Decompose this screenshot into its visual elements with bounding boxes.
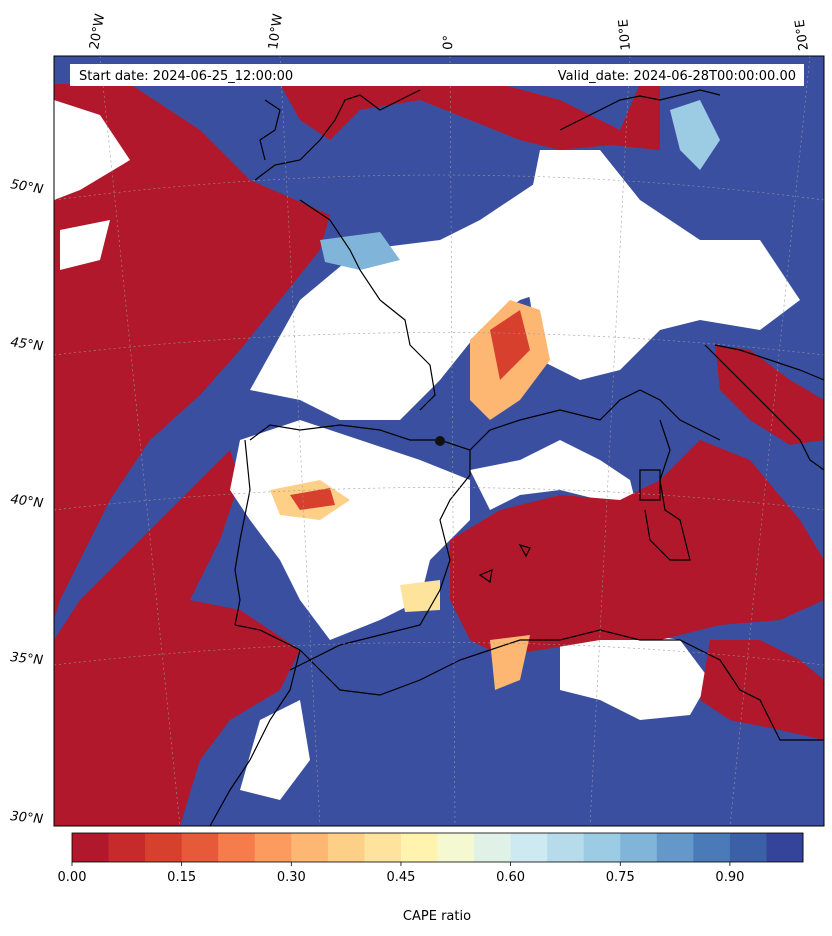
high-ratio-africa <box>300 680 480 826</box>
missing-region-central <box>520 150 800 380</box>
mid-ratio-region <box>670 100 720 170</box>
colorbar-bin <box>218 833 256 862</box>
high-ratio-alps <box>600 84 824 300</box>
map-field <box>54 56 824 826</box>
colorbar-tick-label: 0.30 <box>277 870 306 885</box>
colorbar-bin <box>693 833 731 862</box>
missing-region <box>54 100 130 200</box>
colorbar-bin <box>400 833 438 862</box>
start-date-label: Start date: 2024-06-25_12:00:00 <box>79 69 293 84</box>
colorbar-bin <box>291 833 329 862</box>
red-region-ionian <box>700 640 824 740</box>
missing-region-france <box>250 180 600 420</box>
lat-label-30n: 30°N <box>10 809 44 827</box>
red-region-southwest <box>54 450 300 826</box>
lat-label-35n: 35°N <box>10 650 44 668</box>
colorbar-bins <box>72 833 804 862</box>
colorbar-tick-label: 0.60 <box>496 870 525 885</box>
mid-ratio-region <box>400 580 440 612</box>
red-region-italy <box>715 345 824 445</box>
colorbar-bin <box>327 833 365 862</box>
colorbar-tick-label: 0.15 <box>167 870 196 885</box>
colorbar-bin <box>510 833 548 862</box>
coastlines <box>209 89 824 826</box>
colorbar-bin <box>656 833 694 862</box>
colorbar-bin <box>766 833 804 862</box>
missing-region <box>240 700 310 800</box>
low-ratio-patch <box>490 310 530 380</box>
mid-ratio-region <box>490 635 530 690</box>
lon-label-20w: 20°W <box>87 13 108 51</box>
colorbar-frame <box>71 832 804 863</box>
missing-region-africa <box>560 630 710 720</box>
colorbar-label: CAPE ratio <box>403 909 471 924</box>
low-ratio-patch <box>290 488 335 510</box>
lon-label-10w: 10°W <box>266 13 286 51</box>
colorbar-tick-label: 0.75 <box>606 870 635 885</box>
red-region-north <box>280 84 660 150</box>
lon-label-10e: 10°E <box>616 19 634 51</box>
colorbar-tick-label: 0.90 <box>715 870 744 885</box>
colorbar-bin <box>181 833 219 862</box>
lat-label-40n: 40°N <box>9 492 44 511</box>
colorbar-ticks: 0.00 0.15 0.30 0.45 0.60 0.75 0.90 <box>58 862 744 885</box>
colorbar: 0.00 0.15 0.30 0.45 0.60 0.75 0.90 CAPE ratio <box>58 832 804 924</box>
colorbar-bin <box>254 833 292 862</box>
colorbar-bin <box>364 833 402 862</box>
graticule <box>54 56 824 826</box>
colorbar-bin <box>547 833 585 862</box>
missing-region <box>60 220 110 270</box>
lon-label-20e: 20°E <box>793 18 812 51</box>
colorbar-bin <box>108 833 146 862</box>
colorbar-bin <box>620 833 658 862</box>
missing-region-balearic <box>470 440 640 520</box>
colorbar-bin <box>145 833 183 862</box>
map-frame <box>53 55 825 827</box>
date-banner <box>70 64 804 86</box>
location-marker <box>435 436 445 446</box>
colorbar-tick-label: 0.45 <box>386 870 415 885</box>
red-region-mediterranean <box>450 440 824 655</box>
colorbar-tick-label: 0.00 <box>58 870 87 885</box>
lat-label-45n: 45°N <box>9 335 44 354</box>
colorbar-bin <box>474 833 512 862</box>
lon-label-0: 0° <box>441 35 457 50</box>
red-region-atlantic <box>54 84 330 620</box>
colorbar-bin <box>583 833 621 862</box>
valid-date-label: Valid_date: 2024-06-28T00:00:00.00 <box>558 69 796 84</box>
latitude-labels: 50°N 45°N 40°N 35°N 30°N <box>9 177 44 827</box>
lat-label-50n: 50°N <box>9 177 44 198</box>
longitude-labels: 20°W 10°W 0° 10°E 20°E <box>87 13 812 52</box>
colorbar-bin <box>437 833 475 862</box>
colorbar-bin <box>72 833 110 862</box>
colorbar-bin <box>729 833 767 862</box>
mid-ratio-region <box>320 232 400 270</box>
